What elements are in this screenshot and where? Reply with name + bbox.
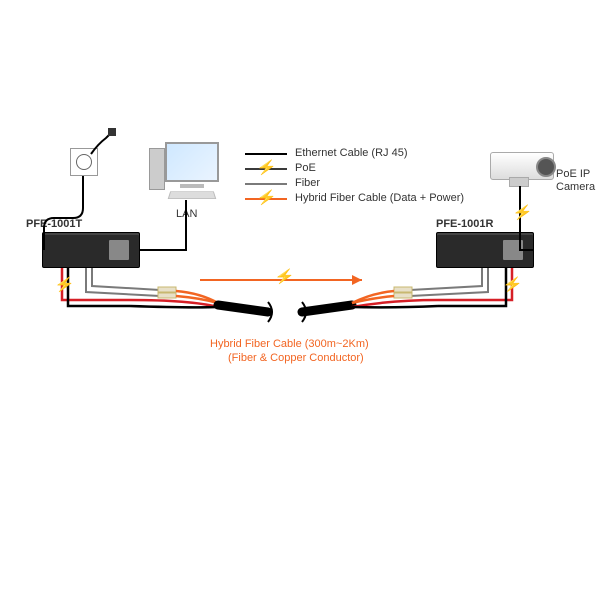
- legend-fiber-line: [245, 183, 287, 185]
- hybrid-caption-line1: Hybrid Fiber Cable (300m~2Km): [210, 338, 369, 350]
- right-device-label: PFE-1001R: [436, 218, 493, 230]
- legend-poe-text: PoE: [295, 162, 316, 174]
- legend-ethernet-text: Ethernet Cable (RJ 45): [295, 147, 408, 159]
- legend-fiber-text: Fiber: [295, 177, 320, 189]
- poe-bolt-left: ⚡: [54, 276, 75, 293]
- left-device-label: PFE-1001T: [26, 218, 82, 230]
- legend-hybrid-text: Hybrid Fiber Cable (Data + Power): [295, 192, 464, 204]
- legend-hybrid-bolt-icon: ⚡: [256, 189, 277, 206]
- legend-ethernet-line: [245, 153, 287, 155]
- power-plug-icon: [88, 128, 118, 158]
- lan-label: LAN: [176, 208, 197, 220]
- hybrid-bolt-arrow: ⚡: [274, 268, 295, 285]
- wiring-diagram: [0, 0, 600, 600]
- left-device: [42, 232, 140, 268]
- legend-poe-bolt-icon: ⚡: [256, 159, 277, 176]
- camera-label-line2: Camera: [556, 181, 595, 193]
- lan-pc-icon: [165, 142, 219, 200]
- poe-camera-icon: [490, 152, 554, 180]
- right-device: [436, 232, 534, 268]
- poe-bolt-camera: ⚡: [512, 204, 533, 221]
- poe-bolt-right: ⚡: [502, 276, 523, 293]
- hybrid-caption-line2: (Fiber & Copper Conductor): [228, 352, 364, 364]
- camera-label-line1: PoE IP: [556, 168, 590, 180]
